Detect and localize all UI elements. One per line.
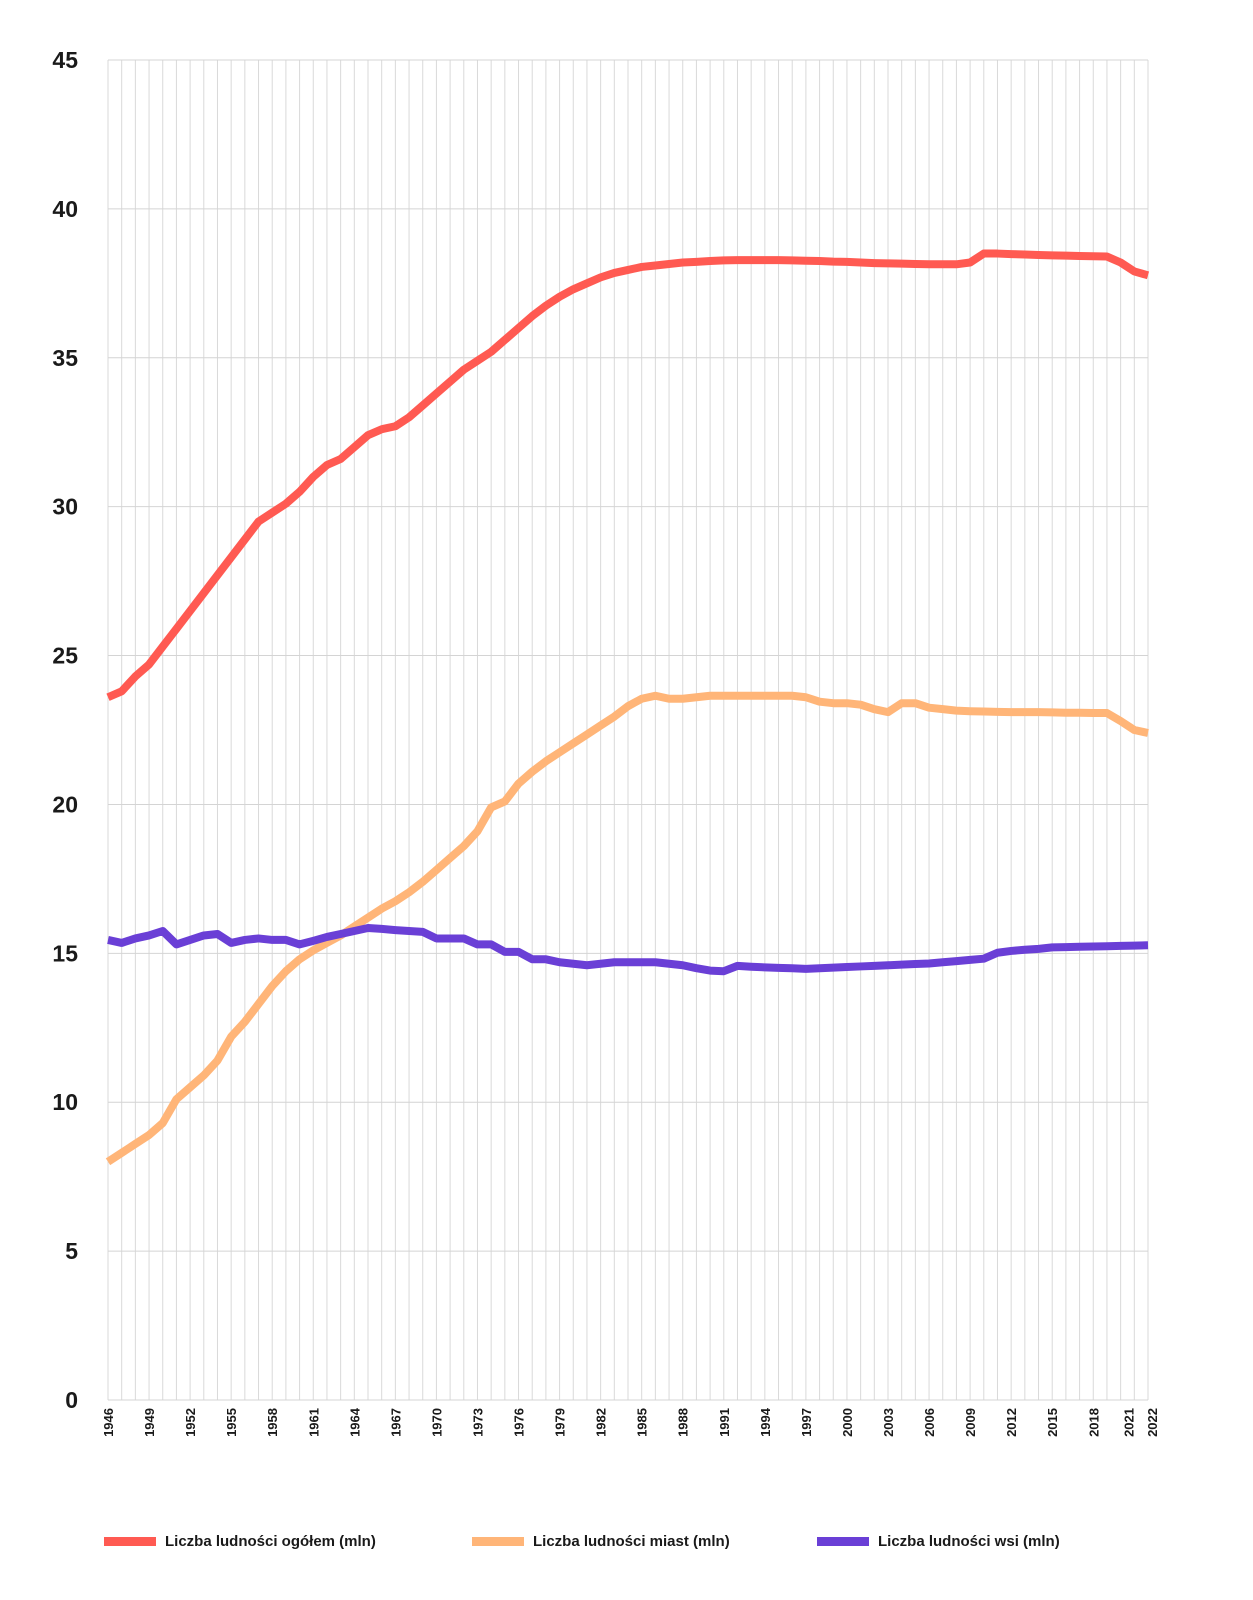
legend-swatch-urban	[472, 1536, 524, 1546]
legend-label-urban: Liczba ludności miast (mln)	[533, 1532, 730, 1550]
grid	[107, 59, 1149, 1401]
x-tick-label: 1994	[758, 1407, 773, 1437]
x-tick-label: 1982	[594, 1408, 609, 1437]
x-tick-label: 1991	[717, 1408, 732, 1437]
x-tick-label: 2022	[1145, 1408, 1160, 1437]
y-tick-label: 5	[65, 1238, 78, 1264]
legend-label-total: Liczba ludności ogółem (mln)	[165, 1532, 376, 1550]
x-tick-label: 1976	[512, 1408, 527, 1437]
series-line-rural	[107, 924, 1149, 976]
x-tick-label: 2009	[963, 1408, 978, 1437]
legend-label-rural: Liczba ludności wsi (mln)	[878, 1532, 1060, 1550]
legend-swatch-rural	[817, 1536, 869, 1546]
x-tick-label: 2015	[1045, 1408, 1060, 1437]
x-tick-label: 2003	[881, 1408, 896, 1437]
series-line-total	[106, 249, 1150, 701]
y-tick-label: 15	[52, 940, 78, 966]
legend-item-total: Liczba ludności ogółem (mln)	[104, 1526, 376, 1556]
x-tick-label: 1967	[388, 1408, 403, 1437]
x-tick-label: 1952	[183, 1408, 198, 1437]
x-tick-label: 1949	[142, 1408, 157, 1437]
x-tick-label: 1973	[470, 1408, 485, 1437]
y-tick-label: 35	[52, 345, 78, 371]
series-lines	[105, 249, 1150, 1166]
x-tick-label: 2000	[840, 1408, 855, 1437]
y-tick-label: 25	[52, 643, 78, 669]
y-tick-label: 45	[52, 47, 78, 73]
y-tick-label: 40	[52, 196, 78, 222]
x-tick-label: 2018	[1086, 1408, 1101, 1437]
x-tick-label: 2006	[922, 1408, 937, 1437]
legend-item-rural: Liczba ludności wsi (mln)	[817, 1526, 1060, 1556]
y-tick-label: 0	[65, 1387, 78, 1413]
x-tick-label: 1985	[635, 1408, 650, 1437]
x-tick-label: 1964	[347, 1407, 362, 1437]
series-line-urban	[105, 691, 1149, 1166]
x-tick-label: 1961	[306, 1408, 321, 1437]
legend-swatch-total	[104, 1536, 156, 1546]
x-tick-label: 1958	[265, 1408, 280, 1437]
y-tick-label: 20	[52, 791, 78, 817]
x-tick-label: 1970	[429, 1408, 444, 1437]
x-tick-label: 1979	[553, 1408, 568, 1437]
y-axis: 0 5 10 15 20 25 30 35 40 45	[52, 47, 78, 1413]
x-tick-label: 1988	[676, 1408, 691, 1437]
legend: Liczba ludności ogółem (mln) Liczba ludn…	[0, 1526, 1253, 1556]
y-tick-label: 30	[52, 494, 78, 520]
x-tick-label: 1955	[224, 1408, 239, 1437]
x-tick-label: 1997	[799, 1408, 814, 1437]
x-axis: 1946 1949 1952 1955 1958 1961 1964 1967 1970 1973…	[101, 1407, 1160, 1437]
x-tick-label: 1946	[101, 1408, 116, 1437]
x-tick-label: 2012	[1004, 1408, 1019, 1437]
y-tick-label: 10	[52, 1089, 78, 1115]
x-tick-label: 2021	[1121, 1408, 1136, 1437]
legend-item-urban: Liczba ludności miast (mln)	[472, 1526, 730, 1556]
